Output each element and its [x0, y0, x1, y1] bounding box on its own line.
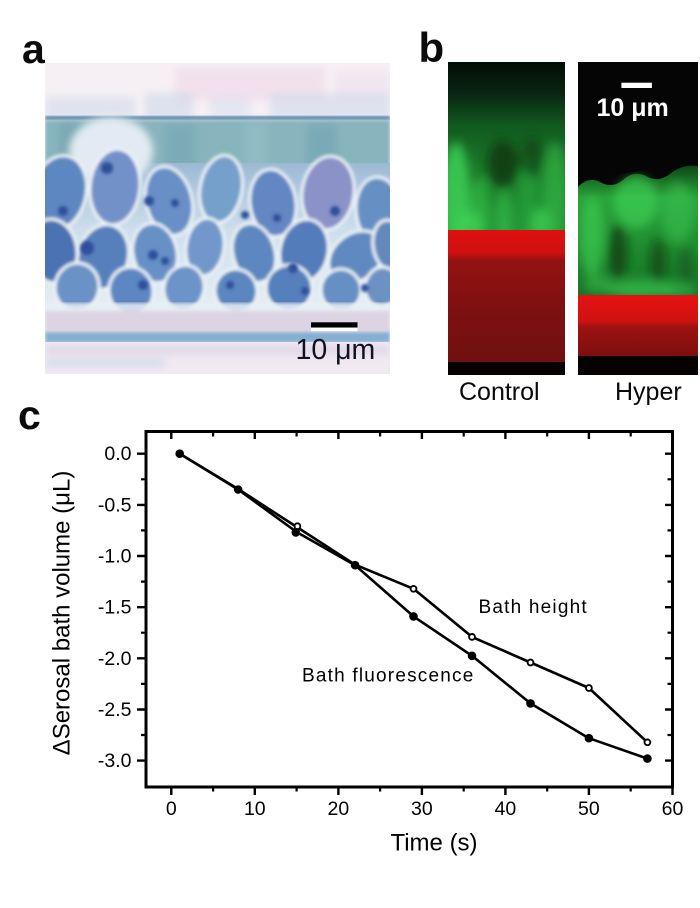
svg-text:-1.0: -1.0 — [98, 546, 132, 568]
svg-text:50: 50 — [578, 798, 600, 820]
svg-text:-3.0: -3.0 — [98, 750, 132, 772]
svg-text:Bath fluorescence: Bath fluorescence — [302, 666, 475, 687]
svg-text:-2.0: -2.0 — [98, 648, 132, 670]
svg-text:60: 60 — [662, 798, 684, 820]
svg-text:10 μm: 10 μm — [597, 94, 669, 122]
svg-text:10 μm: 10 μm — [296, 334, 376, 366]
svg-text:0.0: 0.0 — [104, 443, 131, 465]
svg-text:40: 40 — [495, 798, 517, 820]
svg-text:-0.5: -0.5 — [98, 494, 132, 516]
svg-text:0: 0 — [166, 798, 177, 820]
svg-text:-2.5: -2.5 — [98, 699, 132, 721]
svg-text:20: 20 — [328, 798, 350, 820]
svg-text:Bath height: Bath height — [479, 597, 588, 618]
svg-text:30: 30 — [411, 798, 433, 820]
svg-text:10: 10 — [244, 798, 266, 820]
svg-text:-1.5: -1.5 — [98, 597, 132, 619]
svg-text:ΔSerosal bath volume (μL): ΔSerosal bath volume (μL) — [49, 471, 76, 756]
svg-text:Time (s): Time (s) — [390, 830, 477, 857]
